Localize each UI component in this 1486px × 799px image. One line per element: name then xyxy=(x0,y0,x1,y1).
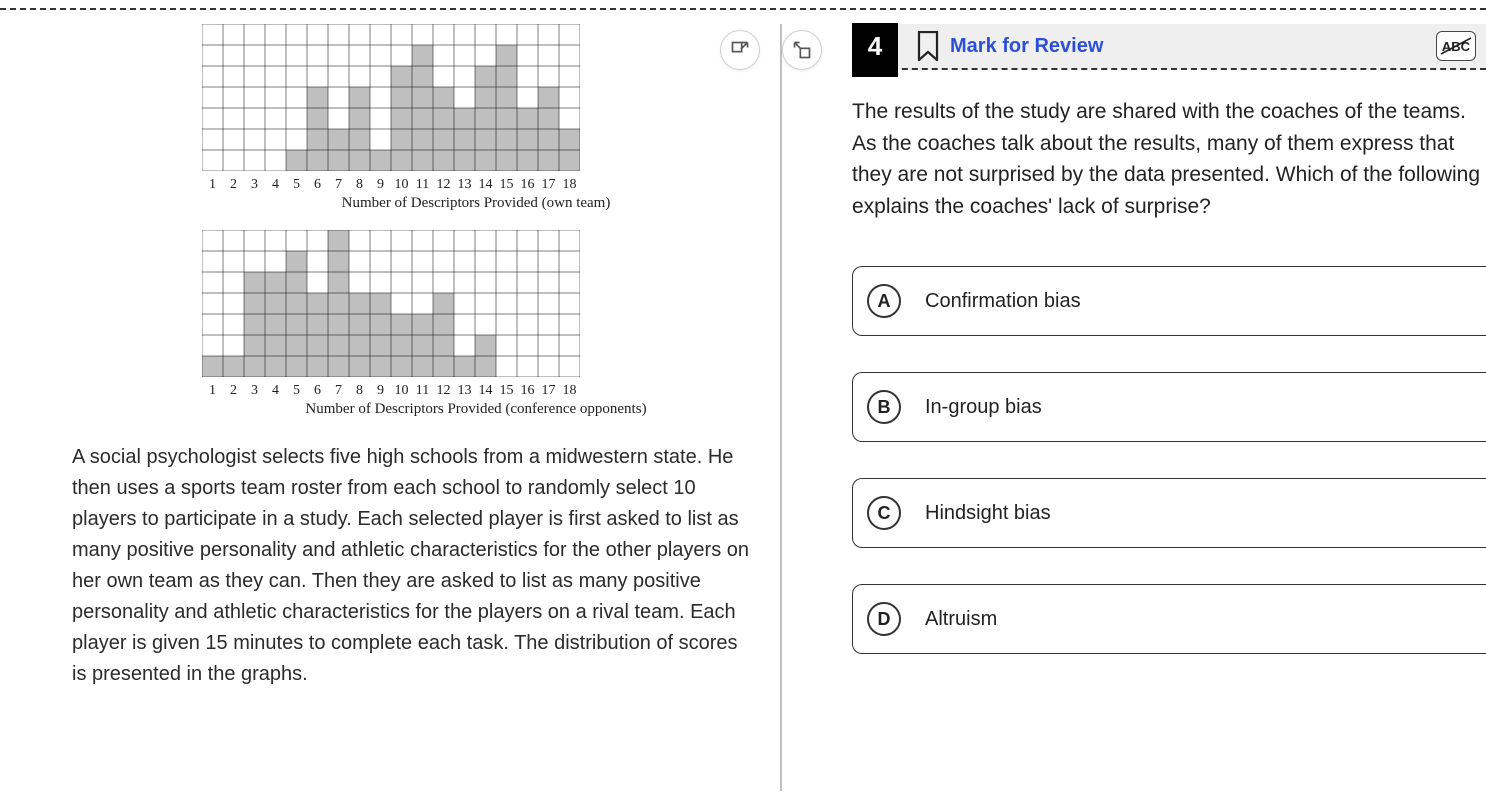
question-number-badge: 4 xyxy=(852,23,898,69)
chart2-axis-labels: 123456789101112131415161718 xyxy=(202,383,580,399)
axis-tick-label: 4 xyxy=(265,177,286,193)
axis-tick-label: 14 xyxy=(475,383,496,399)
axis-tick-label: 5 xyxy=(286,383,307,399)
axis-tick-label: 8 xyxy=(349,177,370,193)
chart2-caption: Number of Descriptors Provided (conferen… xyxy=(202,401,750,418)
axis-tick-label: 10 xyxy=(391,383,412,399)
option-letter: B xyxy=(867,390,901,424)
axis-tick-label: 2 xyxy=(223,383,244,399)
answer-option-c[interactable]: C Hindsight bias xyxy=(852,478,1486,548)
chart2-svg xyxy=(202,230,580,377)
chart-conference-opponents: 123456789101112131415161718 Number of De… xyxy=(202,230,750,418)
axis-tick-label: 11 xyxy=(412,177,433,193)
answer-option-a[interactable]: A Confirmation bias xyxy=(852,266,1486,336)
chart1-svg xyxy=(202,24,580,171)
mark-for-review-link[interactable]: Mark for Review xyxy=(950,35,1103,58)
page: 123456789101112131415161718 Number of De… xyxy=(0,24,1486,791)
option-letter: D xyxy=(867,602,901,636)
answer-options: A Confirmation bias B In-group bias C Hindsig… xyxy=(852,266,1486,654)
left-pane: 123456789101112131415161718 Number of De… xyxy=(0,24,780,791)
axis-tick-label: 13 xyxy=(454,383,475,399)
option-text: Confirmation bias xyxy=(925,290,1081,313)
axis-tick-label: 1 xyxy=(202,177,223,193)
axis-tick-label: 6 xyxy=(307,383,328,399)
collapse-right-pane-button[interactable] xyxy=(782,30,822,70)
axis-tick-label: 4 xyxy=(265,383,286,399)
axis-tick-label: 13 xyxy=(454,177,475,193)
question-stem: The results of the study are shared with… xyxy=(852,96,1486,222)
axis-tick-label: 18 xyxy=(559,383,580,399)
axis-tick-label: 16 xyxy=(517,383,538,399)
axis-tick-label: 12 xyxy=(433,177,454,193)
passage-text: A social psychologist selects five high … xyxy=(72,442,750,690)
axis-tick-label: 8 xyxy=(349,383,370,399)
axis-tick-label: 11 xyxy=(412,383,433,399)
top-dashed-rule xyxy=(0,8,1486,10)
question-number: 4 xyxy=(868,31,882,62)
bookmark-icon[interactable] xyxy=(916,31,940,61)
expand-left-pane-button[interactable] xyxy=(720,30,760,70)
axis-tick-label: 15 xyxy=(496,383,517,399)
axis-tick-label: 12 xyxy=(433,383,454,399)
axis-tick-label: 2 xyxy=(223,177,244,193)
axis-tick-label: 3 xyxy=(244,383,265,399)
axis-tick-label: 9 xyxy=(370,383,391,399)
answer-option-d[interactable]: D Altruism xyxy=(852,584,1486,654)
axis-tick-label: 7 xyxy=(328,177,349,193)
axis-tick-label: 18 xyxy=(559,177,580,193)
strike-options-button[interactable]: ABC xyxy=(1436,31,1476,61)
axis-tick-label: 1 xyxy=(202,383,223,399)
right-pane: 4 Mark for Review ABC The results of the… xyxy=(782,24,1486,791)
axis-tick-label: 3 xyxy=(244,177,265,193)
option-text: Altruism xyxy=(925,608,997,631)
axis-tick-label: 9 xyxy=(370,177,391,193)
axis-tick-label: 17 xyxy=(538,383,559,399)
question-header: 4 Mark for Review ABC xyxy=(852,24,1486,70)
option-text: Hindsight bias xyxy=(925,502,1051,525)
chart1-axis-labels: 123456789101112131415161718 xyxy=(202,177,580,193)
option-letter: C xyxy=(867,496,901,530)
axis-tick-label: 10 xyxy=(391,177,412,193)
axis-tick-label: 17 xyxy=(538,177,559,193)
abc-strike-icon: ABC xyxy=(1439,36,1473,56)
axis-tick-label: 14 xyxy=(475,177,496,193)
collapse-in-icon xyxy=(792,40,812,60)
option-text: In-group bias xyxy=(925,396,1042,419)
chart1-caption: Number of Descriptors Provided (own team… xyxy=(202,195,750,212)
axis-tick-label: 7 xyxy=(328,383,349,399)
expand-out-icon xyxy=(730,40,750,60)
axis-tick-label: 15 xyxy=(496,177,517,193)
axis-tick-label: 5 xyxy=(286,177,307,193)
chart-own-team: 123456789101112131415161718 Number of De… xyxy=(202,24,750,212)
axis-tick-label: 16 xyxy=(517,177,538,193)
axis-tick-label: 6 xyxy=(307,177,328,193)
option-letter: A xyxy=(867,284,901,318)
answer-option-b[interactable]: B In-group bias xyxy=(852,372,1486,442)
